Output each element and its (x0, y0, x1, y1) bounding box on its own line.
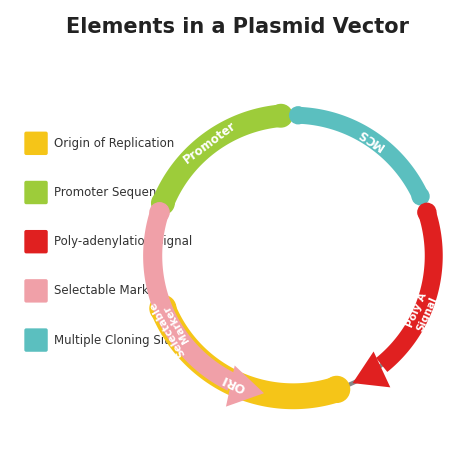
Circle shape (150, 295, 176, 321)
Circle shape (290, 107, 307, 124)
Text: MCS: MCS (355, 125, 387, 152)
Text: Selectable
Marker: Selectable Marker (147, 294, 196, 358)
Text: Poly A
Signal: Poly A Signal (405, 291, 439, 333)
Circle shape (418, 203, 436, 221)
Circle shape (152, 192, 174, 214)
FancyBboxPatch shape (24, 132, 48, 155)
FancyBboxPatch shape (24, 181, 48, 204)
FancyBboxPatch shape (24, 230, 48, 254)
Circle shape (150, 203, 169, 222)
Circle shape (412, 188, 429, 205)
Circle shape (270, 104, 292, 127)
Polygon shape (226, 365, 264, 407)
Text: Promoter Sequence: Promoter Sequence (55, 186, 170, 199)
Polygon shape (143, 210, 236, 391)
Text: ORI: ORI (220, 372, 248, 394)
FancyBboxPatch shape (24, 279, 48, 302)
Circle shape (324, 376, 349, 402)
Polygon shape (151, 303, 341, 409)
Text: Promoter: Promoter (181, 119, 238, 166)
Text: Selectable Marker: Selectable Marker (55, 284, 161, 297)
Polygon shape (353, 352, 390, 387)
Text: Elements in a Plasmid Vector: Elements in a Plasmid Vector (65, 17, 409, 37)
Polygon shape (153, 105, 282, 207)
FancyBboxPatch shape (24, 328, 48, 352)
Polygon shape (298, 107, 428, 200)
Text: Poly-adenylation Signal: Poly-adenylation Signal (55, 235, 192, 248)
Text: Origin of Replication: Origin of Replication (55, 137, 174, 150)
Polygon shape (376, 210, 443, 372)
Text: Multiple Cloning Site: Multiple Cloning Site (55, 334, 176, 346)
